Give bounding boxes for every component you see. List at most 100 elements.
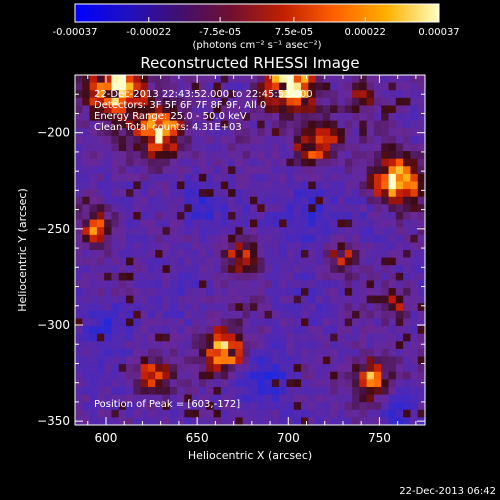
heatmap-cell: [301, 250, 309, 259]
heatmap-cell: [359, 113, 368, 122]
heatmap-cell: [315, 303, 324, 312]
heatmap-cell: [177, 143, 185, 152]
heatmap-cell: [89, 394, 98, 403]
heatmap-cell: [417, 326, 426, 335]
heatmap-cell: [198, 288, 207, 297]
heatmap-cell: [104, 120, 112, 129]
heatmap-cell: [213, 158, 222, 167]
heatmap-cell: [359, 242, 368, 251]
heatmap-cell: [308, 120, 317, 129]
heatmap-cell: [264, 113, 273, 122]
heatmap-cell: [279, 120, 287, 129]
heatmap-cell: [264, 120, 273, 129]
heatmap-cell: [177, 402, 185, 411]
heatmap-cell: [301, 105, 309, 114]
heatmap-cell: [147, 211, 156, 220]
heatmap-cell: [330, 303, 338, 312]
heatmap-cell: [344, 151, 353, 160]
heatmap-cell: [228, 288, 236, 297]
heatmap-cell: [352, 288, 360, 297]
heatmap-cell: [228, 135, 236, 144]
heatmap-cell: [228, 402, 236, 411]
heatmap-cell: [315, 204, 324, 213]
heatmap-cell: [322, 386, 331, 395]
heatmap-cell: [286, 295, 295, 304]
heatmap-cell: [111, 333, 120, 342]
heatmap-cell: [198, 97, 207, 106]
heatmap-cell: [140, 348, 149, 357]
heatmap-cell: [118, 394, 127, 403]
heatmap-cell: [403, 348, 411, 357]
heatmap-cell: [228, 318, 236, 327]
heatmap-cell: [395, 333, 404, 342]
heatmap-cell: [111, 402, 120, 411]
heatmap-cell: [403, 257, 411, 266]
heatmap-cell: [388, 303, 397, 312]
heatmap-cell: [293, 234, 302, 243]
heatmap-cell: [352, 97, 360, 106]
heatmap-cell: [388, 371, 397, 380]
heatmap-cell: [322, 250, 331, 259]
heatmap-cell: [330, 288, 338, 297]
heatmap-cell: [250, 105, 258, 114]
info-line: 22-Dec-2013 22:43:52.000 to 22:45:52.000: [94, 89, 313, 100]
heatmap-cell: [140, 181, 149, 190]
heatmap-cell: [359, 318, 368, 327]
heatmap-cell: [206, 75, 214, 84]
heatmap-cell: [213, 310, 222, 319]
heatmap-cell: [118, 135, 127, 144]
heatmap-cell: [89, 303, 98, 312]
heatmap-cell: [96, 105, 105, 114]
heatmap-cell: [301, 379, 309, 388]
heatmap-cell: [228, 105, 236, 114]
heatmap-cell: [271, 303, 280, 312]
heatmap-cell: [220, 113, 229, 122]
axis-ticks: 600 650 700 750−200−250−300−350: [37, 75, 425, 445]
heatmap-cell: [279, 158, 287, 167]
heatmap-cell: [344, 280, 353, 289]
heatmap-cell: [293, 257, 302, 266]
heatmap-cell: [184, 113, 193, 122]
heatmap-cell: [279, 310, 287, 319]
heatmap-cell: [366, 75, 375, 84]
heatmap-cell: [373, 386, 382, 395]
heatmap-cell: [322, 219, 331, 228]
heatmap-cell: [352, 166, 360, 175]
heatmap-cell: [286, 90, 295, 99]
heatmap-cell: [206, 348, 214, 357]
heatmap-cell: [308, 227, 317, 236]
heatmap-cell: [279, 97, 287, 106]
heatmap-cell: [147, 105, 156, 114]
heatmap-cell: [75, 409, 83, 418]
heatmap-cell: [177, 303, 185, 312]
heatmap-cell: [286, 97, 295, 106]
heatmap-cell: [250, 143, 258, 152]
heatmap-cell: [330, 402, 338, 411]
heatmap-cell: [417, 318, 426, 327]
heatmap-cell: [111, 166, 120, 175]
heatmap-cell: [169, 402, 178, 411]
heatmap-cell: [395, 75, 404, 84]
heatmap-cell: [206, 211, 214, 220]
heatmap-cell: [140, 295, 149, 304]
heatmap-cell: [169, 333, 178, 342]
heatmap-cell: [286, 143, 295, 152]
heatmap-cell: [155, 341, 163, 350]
heatmap-cell: [264, 326, 273, 335]
heatmap-cell: [381, 318, 389, 327]
heatmap-cell: [403, 341, 411, 350]
heatmap-cell: [293, 113, 302, 122]
heatmap-cell: [126, 348, 134, 357]
heatmap-cell: [118, 97, 127, 106]
heatmap-cell: [293, 105, 302, 114]
heatmap-cell: [147, 371, 156, 380]
heatmap-cell: [96, 196, 105, 205]
heatmap-cell: [322, 75, 331, 84]
heatmap-cell: [133, 356, 142, 365]
heatmap-cell: [82, 356, 90, 365]
heatmap-cell: [308, 105, 317, 114]
heatmap-cell: [373, 82, 382, 91]
heatmap-cell: [126, 234, 134, 243]
heatmap-cell: [352, 82, 360, 91]
heatmap-cell: [315, 120, 324, 129]
